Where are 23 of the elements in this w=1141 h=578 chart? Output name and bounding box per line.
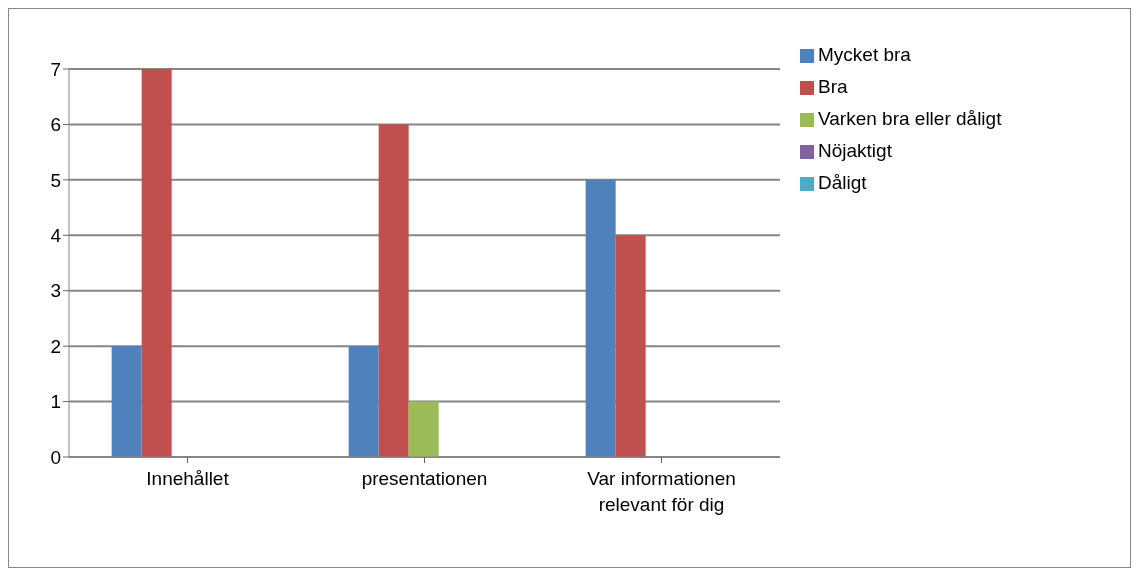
- y-tick-label: 3: [50, 280, 61, 302]
- y-tick-label: 6: [50, 114, 61, 136]
- y-tick-label: 2: [50, 335, 61, 357]
- legend-label: Dåligt: [818, 172, 867, 193]
- x-tick-label: Innehållet: [146, 468, 230, 489]
- legend-label: Varken bra eller dåligt: [818, 108, 1002, 129]
- y-tick-label: 4: [50, 225, 62, 247]
- legend-label: Mycket bra: [818, 44, 911, 65]
- x-tick-label: presentationen: [361, 468, 488, 489]
- y-tick-label: 7: [50, 58, 61, 80]
- bar: [141, 69, 172, 457]
- legend-label: Nöjaktigt: [818, 140, 892, 161]
- bar: [615, 235, 646, 457]
- y-tick-label: 5: [50, 169, 61, 191]
- x-tick-label: Var informationen relevant för dig: [587, 468, 736, 515]
- bar: [378, 124, 409, 457]
- bar: [348, 346, 379, 457]
- bar: [585, 179, 616, 457]
- y-tick-label: 0: [50, 446, 61, 468]
- y-tick-label: 1: [50, 391, 61, 413]
- legend-label: Bra: [818, 76, 848, 97]
- bar: [408, 401, 439, 457]
- bar: [111, 346, 142, 457]
